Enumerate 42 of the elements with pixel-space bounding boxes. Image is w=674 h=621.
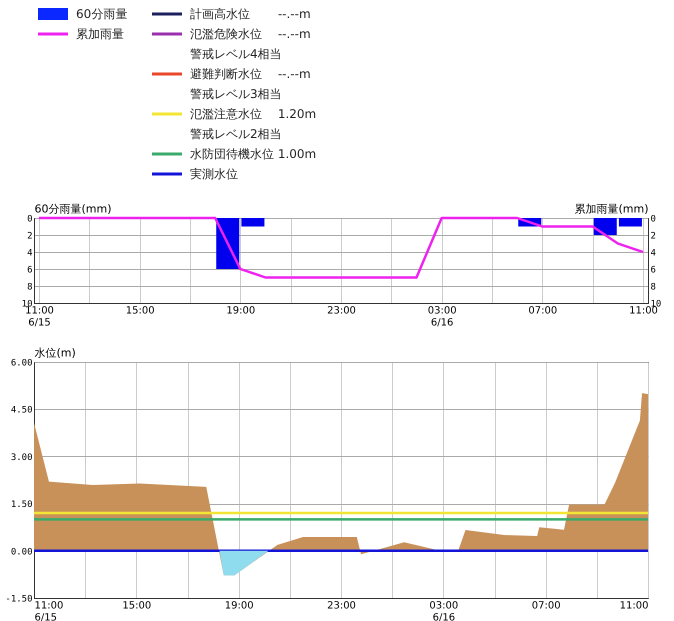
legend-label: 実測水位 <box>190 167 238 181</box>
y-axis-title: 水位(m) <box>34 346 76 360</box>
x-tick-label: 19:00 <box>226 306 256 316</box>
legend-label: 避難判断水位 --.--m <box>190 67 311 81</box>
y-tick-label: 4 <box>27 248 32 258</box>
y2-tick-label: 0 <box>650 214 656 224</box>
x-tick-label: 03:00 6/16 <box>428 306 457 328</box>
y2-tick-label: 2 <box>650 232 656 242</box>
y2-tick-label: 6 <box>650 266 656 276</box>
x-tick-label: 23:00 <box>327 306 356 316</box>
y-tick-label: 8 <box>27 282 32 292</box>
y-tick-label: -1.50 <box>5 594 32 604</box>
x-tick-label: 11:00 <box>629 306 658 316</box>
legend-label: 水防団待機水位 1.00m <box>190 147 316 161</box>
y-tick-label: 2 <box>27 232 32 242</box>
legend-label: 氾濫注意水位 1.20m <box>190 107 316 121</box>
y-tick-label: 0 <box>27 214 32 224</box>
x-tick-label: 11:00 6/15 <box>25 306 54 328</box>
y2-tick-label: 4 <box>650 248 656 258</box>
legend-label: 氾濫危険水位 --.--m <box>190 27 311 41</box>
y-tick-label: 6.00 <box>10 358 32 368</box>
y2-tick-label: 8 <box>650 282 656 292</box>
legend-label: 計画高水位 --.--m <box>190 7 311 21</box>
x-tick-label: 19:00 <box>224 600 254 612</box>
x-tick-label: 07:00 <box>532 600 561 612</box>
legend-label: 累加雨量 <box>76 27 124 41</box>
y-tick-label: 4.50 <box>10 406 32 416</box>
y2-axis-title: 累加雨量(mm) <box>574 202 648 216</box>
x-tick-label: 11:00 <box>620 600 648 612</box>
x-tick-label: 07:00 <box>528 306 558 316</box>
y-axis-title: 60分雨量(mm) <box>34 202 112 216</box>
text: 警戒レベル3相当 <box>190 87 282 101</box>
y-tick-label: 3.00 <box>10 452 32 463</box>
y-tick-label: 1.50 <box>10 500 32 510</box>
legend-label: 60分雨量 <box>76 7 128 21</box>
text: 警戒レベル2相当 <box>190 127 282 141</box>
y-tick-label: 0.00 <box>10 547 32 558</box>
x-tick-label: 23:00 <box>327 600 356 612</box>
x-tick-label: 15:00 <box>126 306 155 316</box>
text: 警戒レベル4相当 <box>190 47 282 61</box>
y-tick-label: 6 <box>27 266 32 276</box>
x-tick-label: 15:00 <box>122 600 152 612</box>
